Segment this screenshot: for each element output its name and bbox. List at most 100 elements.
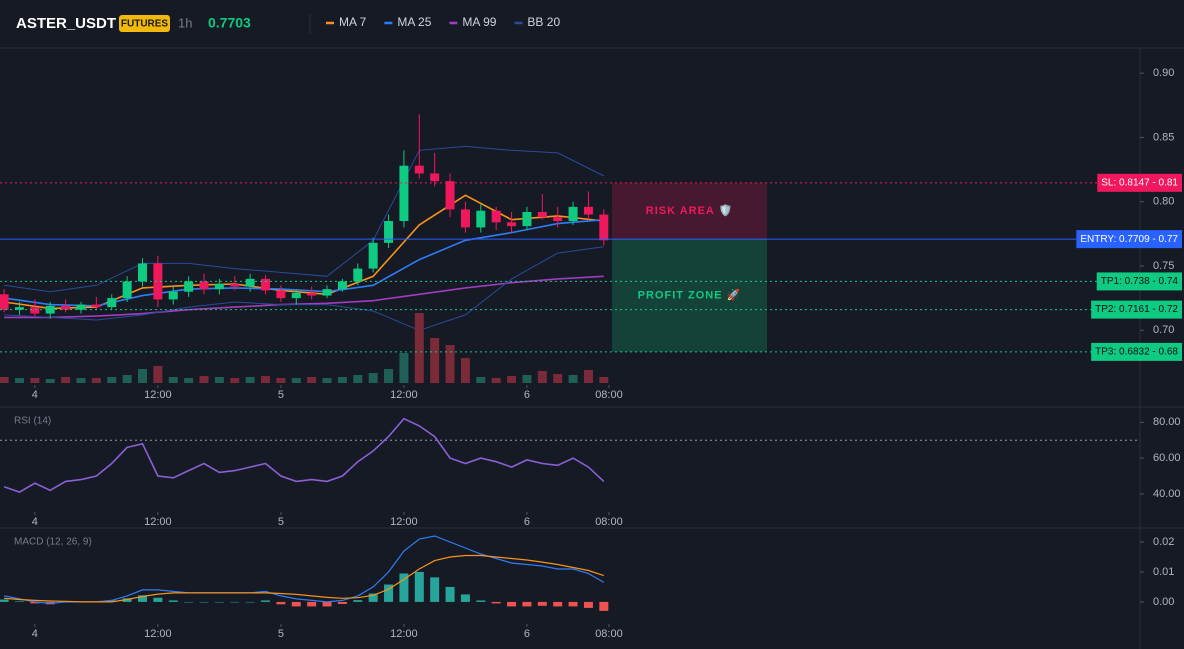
volume-bar [291, 378, 301, 383]
badge-bg [119, 15, 170, 32]
macd-histogram-bar [491, 601, 501, 604]
candle-body [583, 206, 593, 215]
y-tick-label: 0.75 [1153, 260, 1174, 272]
macd-histogram-bar [199, 601, 209, 603]
volume-bar [307, 377, 317, 383]
macd-histogram-bar [0, 599, 9, 602]
candle-body [599, 214, 609, 241]
macd-histogram-bar [107, 600, 117, 602]
x-tick-label: 08:00 [595, 628, 623, 640]
volume-bar [14, 378, 24, 383]
macd-histogram-bar [414, 571, 424, 602]
zone-label: RISK AREA 🛡️ [646, 204, 733, 217]
volume-bar [214, 377, 224, 383]
candle-body [368, 242, 378, 269]
x-tick-label: 12:00 [144, 389, 172, 401]
level-label: TP2: 0.7161 - 0.72 [1095, 304, 1178, 315]
macd-histogram-bar [460, 594, 470, 602]
volume-bar [45, 379, 55, 383]
volume-bar [76, 378, 86, 383]
volume-bar [537, 371, 547, 383]
ma-line [3, 218, 604, 307]
volume-bar [399, 353, 409, 383]
x-tick-label: 5 [278, 389, 284, 401]
macd-histogram-bar [138, 595, 147, 602]
volume-bar [199, 376, 209, 383]
x-tick-label: 08:00 [595, 516, 623, 528]
zone-label: PROFIT ZONE 🚀 [638, 288, 742, 301]
candle-body [199, 281, 209, 290]
volume-bar [507, 376, 517, 383]
bb-upper [4, 145, 605, 293]
y-tick-label: 40.00 [1153, 488, 1181, 500]
volume-bar [122, 375, 132, 383]
x-tick-label: 4 [32, 516, 38, 528]
y-tick-label: 0.85 [1153, 131, 1174, 143]
y-tick-label: 0.70 [1153, 324, 1174, 336]
x-tick-label: 5 [278, 628, 284, 640]
level-label-bg [1096, 272, 1182, 291]
y-tick-label: 80.00 [1153, 416, 1181, 428]
candle-body [61, 305, 71, 310]
candle-body [76, 304, 86, 310]
volume-bar [337, 377, 347, 383]
x-tick-label: 4 [32, 389, 38, 401]
volume-bar [430, 338, 440, 383]
volume-bar [30, 378, 40, 383]
candle-body [322, 289, 332, 296]
x-tick-label: 12:00 [144, 516, 172, 528]
volume-bar [61, 377, 71, 383]
volume-bar [522, 375, 532, 383]
macd-histogram-bar [245, 601, 255, 603]
x-tick-label: 6 [524, 389, 530, 401]
y-tick-label: 0.80 [1153, 196, 1174, 208]
candle-body [168, 291, 178, 300]
last-price: 0.7703 [208, 15, 251, 31]
candle-body [261, 278, 271, 291]
volume-bar [230, 378, 240, 383]
candle-body [460, 209, 470, 228]
legend-label: MA 7 [339, 15, 367, 29]
x-tick-label: 5 [278, 516, 284, 528]
symbol: ASTER_USDT [16, 15, 116, 32]
x-tick-label: 4 [32, 628, 38, 640]
macd-histogram-bar [476, 600, 486, 602]
volume-bar [568, 375, 578, 383]
x-tick-label: 12:00 [390, 389, 418, 401]
macd-histogram-bar [553, 601, 563, 607]
candle-body [14, 307, 24, 310]
macd-histogram-bar [307, 601, 317, 607]
candle-body [491, 210, 501, 223]
volume-bar [0, 377, 9, 383]
volume-bar [107, 377, 117, 383]
candle-body [214, 284, 224, 290]
macd-histogram-bar [445, 586, 455, 602]
level-label-bg [1097, 173, 1182, 192]
candle-body [414, 165, 424, 174]
macd-histogram-bar [291, 601, 301, 607]
x-tick-label: 12:00 [390, 516, 418, 528]
candle-body [107, 298, 117, 308]
candle-body [522, 212, 532, 227]
level-label: TP3: 0.6832 - 0.68 [1095, 347, 1178, 358]
candle-body [384, 221, 394, 243]
volume-bar [491, 378, 501, 383]
candle-body [430, 173, 440, 182]
macd-histogram-bar [430, 577, 440, 602]
macd-histogram-bar [322, 601, 332, 607]
macd-histogram-bar [122, 598, 132, 602]
legend-label: MA 99 [462, 15, 496, 29]
macd-histogram-bar [353, 600, 363, 602]
macd-histogram-bar [230, 601, 240, 603]
level-label: TP1: 0.738 - 0.74 [1101, 276, 1179, 287]
candle-body [291, 293, 301, 299]
candle-body [276, 290, 286, 299]
macd-line [3, 535, 605, 605]
candle-body [153, 263, 163, 300]
candle-body [537, 212, 547, 218]
candle-body [568, 206, 578, 221]
candle-body [507, 222, 517, 227]
candle-body [91, 304, 101, 308]
legend-label: BB 20 [527, 15, 560, 29]
macd-histogram-bar [507, 601, 517, 607]
